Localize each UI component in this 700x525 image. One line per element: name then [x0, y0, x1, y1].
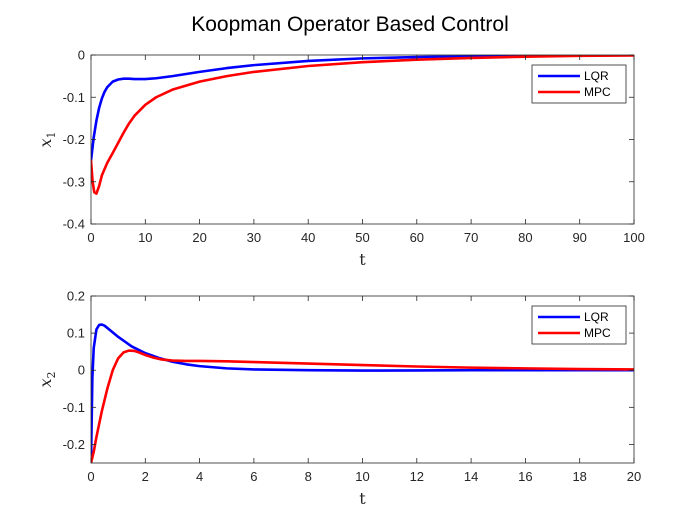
x-tick-label: 2	[142, 469, 149, 484]
x-tick-label: 90	[572, 230, 586, 245]
legend-label-lqr: LQR	[584, 310, 609, 324]
legend: LQR MPC	[531, 64, 627, 104]
x-axis-label: t	[359, 489, 366, 508]
y-tick-label: 0	[78, 363, 85, 378]
legend-box	[531, 64, 627, 104]
x-tick-label: 60	[410, 230, 424, 245]
x-tick-label: 20	[192, 230, 206, 245]
y-tick-label: 0	[78, 48, 85, 63]
legend-label-lqr: LQR	[584, 69, 609, 83]
y-tick-label: -0.2	[63, 437, 85, 452]
subplot-x2: 0 2 4 6 8 10 12 14 16 18 20 -0.2 -0.1 0 0.1 0.2 t x2 LQR MP…	[36, 289, 641, 509]
x-tick-label: 80	[518, 230, 532, 245]
x-tick-label: 30	[247, 230, 261, 245]
x-tick-label: 8	[305, 469, 312, 484]
x-tick-label: 10	[138, 230, 152, 245]
y-tick-label: 0.1	[67, 326, 85, 341]
x-tick-label: 100	[623, 230, 645, 245]
x-tick-label: 12	[410, 469, 424, 484]
x-tick-label: 70	[464, 230, 478, 245]
x-tick-label: 0	[87, 230, 94, 245]
y-axis-label: x1	[36, 131, 58, 147]
x-tick-label: 50	[355, 230, 369, 245]
y-tick-label: -0.2	[63, 132, 85, 147]
y-tick-label: -0.3	[63, 174, 85, 189]
x-tick-label: 40	[301, 230, 315, 245]
x-tick-label: 0	[87, 469, 94, 484]
legend-box	[531, 305, 627, 345]
x-tick-label: 4	[196, 469, 203, 484]
series-line-mpc	[91, 349, 634, 463]
legend-label-mpc: MPC	[584, 85, 611, 99]
y-tick-label: -0.1	[63, 400, 85, 415]
x-tick-label: 18	[572, 469, 586, 484]
chart-title: Koopman Operator Based Control	[191, 13, 509, 36]
x-axis-label: t	[359, 250, 366, 269]
x-tick-label: 16	[518, 469, 532, 484]
subplot-x1: 0 10 20 30 40 50 60 70 80 90 100 -0.4 -0.3 -0.2 -0.1 0 t…	[36, 48, 645, 270]
x-tick-label: 10	[355, 469, 369, 484]
y-tick-label: -0.4	[63, 217, 85, 232]
y-axis-label: x2	[36, 371, 58, 387]
y-tick-label: -0.1	[63, 90, 85, 105]
legend-label-mpc: MPC	[584, 326, 611, 340]
x-tick-label: 14	[464, 469, 478, 484]
x-tick-label: 6	[250, 469, 257, 484]
x-tick-label: 20	[627, 469, 641, 484]
y-tick-label: 0.2	[67, 289, 85, 304]
legend: LQR MPC	[531, 305, 627, 345]
